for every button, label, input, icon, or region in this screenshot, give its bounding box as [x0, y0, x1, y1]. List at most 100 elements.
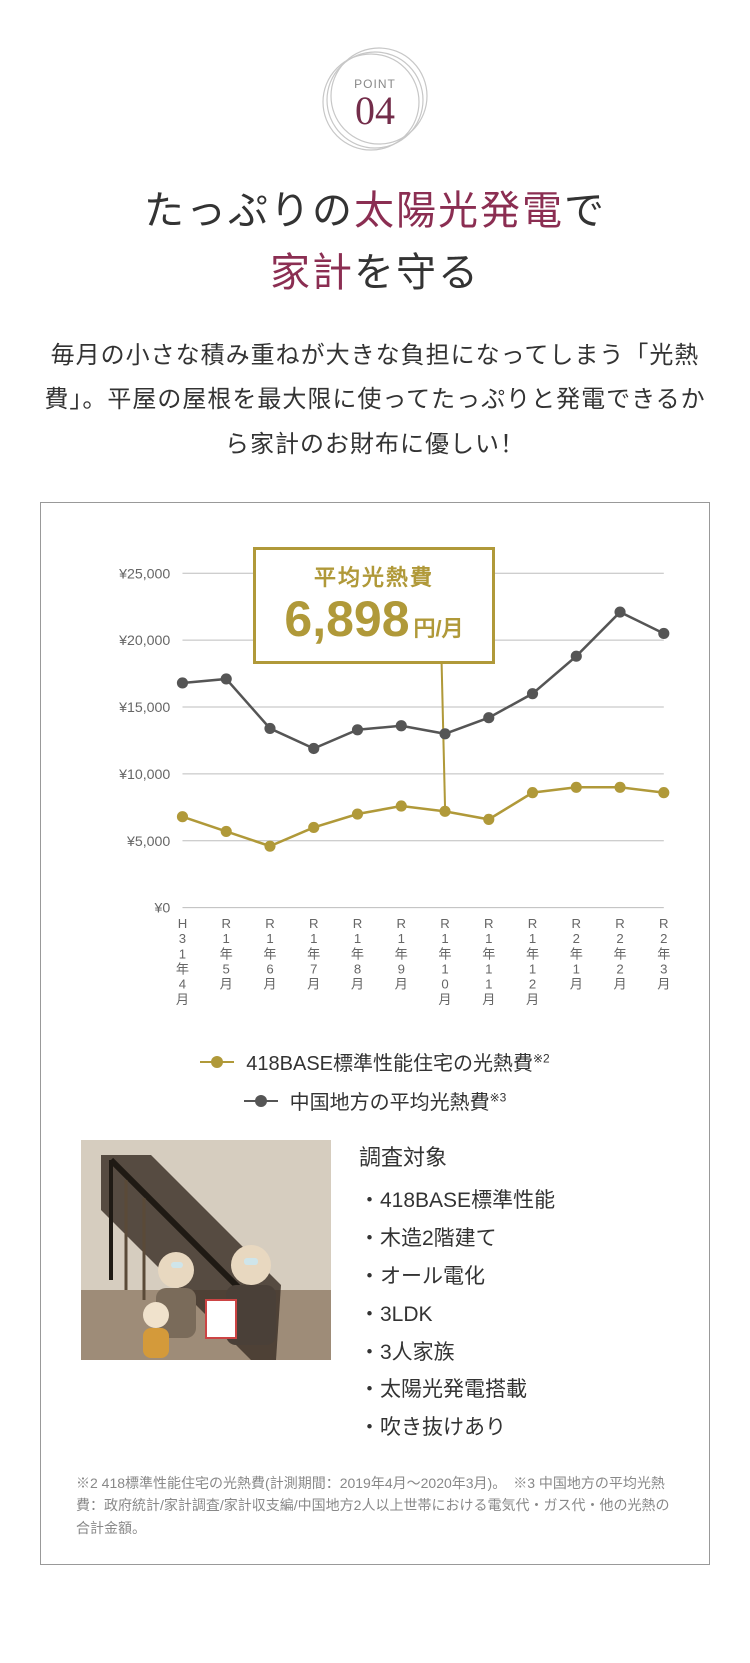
svg-text:2: 2 [529, 977, 536, 992]
svg-text:R: R [396, 916, 406, 931]
svg-text:3: 3 [179, 931, 186, 946]
svg-text:R: R [309, 916, 319, 931]
svg-text:1: 1 [485, 931, 492, 946]
svg-text:0: 0 [441, 977, 448, 992]
intro-text: 毎月の小さな積み重ねが大きな負担になってしまう「光熱費」。平屋の屋根を最大限に使… [40, 334, 710, 467]
svg-text:2: 2 [573, 931, 580, 946]
list-item: オール電化 [359, 1258, 669, 1296]
svg-text:年: 年 [526, 947, 539, 962]
svg-text:2: 2 [616, 931, 623, 946]
legend-item: 418BASE標準性能住宅の光熱費※2 [200, 1047, 549, 1076]
heading-part: たっぷりの [144, 188, 354, 233]
svg-text:1: 1 [398, 931, 405, 946]
svg-text:月: 月 [307, 977, 320, 992]
svg-text:1: 1 [179, 947, 186, 962]
svg-text:7: 7 [310, 962, 317, 977]
svg-text:¥15,000: ¥15,000 [118, 700, 170, 716]
svg-text:1: 1 [485, 977, 492, 992]
page-title: たっぷりの太陽光発電で 家計を守る [30, 180, 720, 304]
svg-text:年: 年 [220, 947, 233, 962]
svg-text:R: R [615, 916, 625, 931]
svg-text:年: 年 [613, 947, 626, 962]
heading-part: を守る [354, 250, 480, 295]
svg-text:¥10,000: ¥10,000 [118, 767, 170, 783]
legend-swatch-icon [200, 1061, 234, 1064]
chart-card: ¥0¥5,000¥10,000¥15,000¥20,000¥25,000H31年… [40, 502, 710, 1565]
survey-list: 418BASE標準性能木造2階建てオール電化3LDK3人家族太陽光発電搭載吹き抜… [359, 1182, 669, 1447]
svg-text:R: R [659, 916, 669, 931]
svg-text:年: 年 [263, 947, 276, 962]
svg-text:年: 年 [570, 947, 583, 962]
svg-text:年: 年 [438, 947, 451, 962]
chart-wrap: ¥0¥5,000¥10,000¥15,000¥20,000¥25,000H31年… [71, 553, 679, 1029]
svg-text:5: 5 [223, 962, 230, 977]
point-badge: POINT 04 [315, 40, 435, 160]
list-item: 吹き抜けあり [359, 1409, 669, 1447]
svg-text:1: 1 [573, 962, 580, 977]
avg-callout: 平均光熱費 6,898円/月 [253, 547, 494, 664]
svg-text:¥0: ¥0 [154, 901, 171, 917]
svg-text:R: R [221, 916, 231, 931]
svg-text:3: 3 [660, 962, 667, 977]
legend: 418BASE標準性能住宅の光熱費※2 中国地方の平均光熱費※3 [71, 1047, 679, 1115]
svg-text:月: 月 [395, 977, 408, 992]
family-photo-placeholder-icon [81, 1140, 331, 1360]
survey-title: 調査対象 [359, 1140, 669, 1172]
svg-text:¥5,000: ¥5,000 [126, 834, 170, 850]
list-item: 3人家族 [359, 1334, 669, 1372]
list-item: 418BASE標準性能 [359, 1182, 669, 1220]
svg-text:R: R [572, 916, 582, 931]
svg-text:年: 年 [176, 962, 189, 977]
svg-text:月: 月 [263, 977, 276, 992]
svg-text:月: 月 [482, 992, 495, 1007]
svg-text:1: 1 [441, 931, 448, 946]
survey-photo [81, 1140, 331, 1360]
svg-text:1: 1 [310, 931, 317, 946]
heading-accent: 家計 [270, 250, 354, 295]
svg-text:1: 1 [529, 962, 536, 977]
point-number: 04 [355, 91, 395, 131]
svg-text:R: R [528, 916, 538, 931]
callout-unit: 円/月 [414, 616, 464, 641]
svg-text:月: 月 [613, 977, 626, 992]
legend-swatch-icon [244, 1100, 278, 1103]
svg-text:年: 年 [351, 947, 364, 962]
svg-text:1: 1 [529, 931, 536, 946]
heading-part: で [564, 188, 606, 233]
svg-text:¥25,000: ¥25,000 [118, 567, 170, 583]
svg-text:R: R [265, 916, 275, 931]
svg-text:4: 4 [179, 977, 186, 992]
svg-text:1: 1 [223, 931, 230, 946]
svg-text:月: 月 [526, 992, 539, 1007]
svg-text:H: H [178, 916, 188, 931]
list-item: 3LDK [359, 1296, 669, 1334]
heading-accent: 太陽光発電 [354, 188, 564, 233]
svg-text:1: 1 [485, 962, 492, 977]
svg-text:年: 年 [307, 947, 320, 962]
svg-text:月: 月 [351, 977, 364, 992]
list-item: 木造2階建て [359, 1220, 669, 1258]
svg-text:月: 月 [657, 977, 670, 992]
svg-text:月: 月 [220, 977, 233, 992]
svg-text:月: 月 [176, 992, 189, 1007]
svg-text:¥20,000: ¥20,000 [118, 633, 170, 649]
svg-text:年: 年 [657, 947, 670, 962]
callout-title: 平均光熱費 [284, 560, 463, 592]
svg-text:1: 1 [266, 931, 273, 946]
svg-text:年: 年 [395, 947, 408, 962]
legend-label: 418BASE標準性能住宅の光熱費※2 [246, 1047, 549, 1076]
survey-block: 調査対象 418BASE標準性能木造2階建てオール電化3LDK3人家族太陽光発電… [81, 1140, 669, 1447]
list-item: 太陽光発電搭載 [359, 1371, 669, 1409]
svg-text:6: 6 [266, 962, 273, 977]
svg-text:R: R [484, 916, 494, 931]
svg-text:8: 8 [354, 962, 361, 977]
svg-text:年: 年 [482, 947, 495, 962]
footnote: ※2 418標準性能住宅の光熱費(計測期間：2019年4月〜2020年3月)。 … [76, 1472, 674, 1539]
legend-label: 中国地方の平均光熱費※3 [290, 1086, 507, 1115]
svg-text:2: 2 [616, 962, 623, 977]
survey-text: 調査対象 418BASE標準性能木造2階建てオール電化3LDK3人家族太陽光発電… [359, 1140, 669, 1447]
svg-text:2: 2 [660, 931, 667, 946]
svg-text:月: 月 [570, 977, 583, 992]
svg-text:R: R [353, 916, 363, 931]
svg-text:R: R [440, 916, 450, 931]
